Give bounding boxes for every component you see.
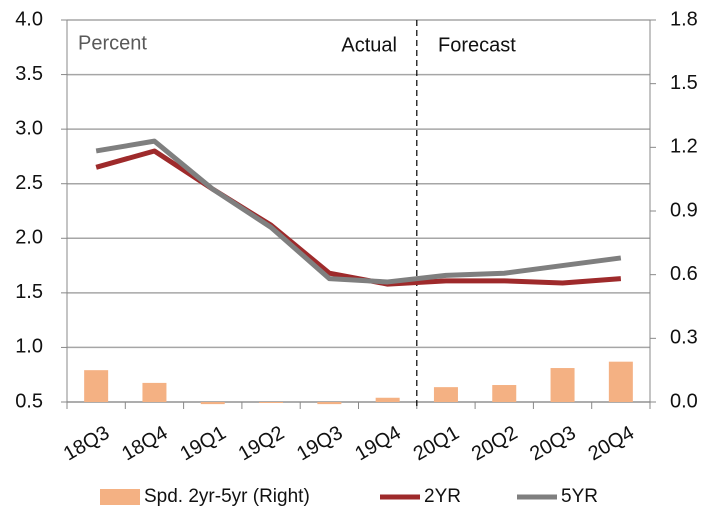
bar [550, 368, 575, 402]
y2-tick-label: 1.2 [670, 136, 698, 158]
bar [317, 402, 342, 405]
bar [259, 402, 284, 403]
line [95, 148, 622, 287]
y2-tick-label: 0.6 [670, 263, 698, 285]
x-tick-label: 18Q3 [60, 422, 113, 466]
y2-tick-label: 0.3 [670, 327, 698, 349]
y2-tick-label: 0.9 [670, 199, 698, 221]
actual-label: Actual [341, 34, 397, 56]
x-tick-label: 19Q4 [351, 422, 404, 466]
x-tick-label: 20Q4 [585, 422, 638, 466]
y2-tick-label: 1.8 [670, 8, 698, 30]
bar [84, 370, 109, 402]
x-tick-label: 20Q2 [468, 422, 521, 466]
bar [433, 387, 458, 402]
x-tick-label: 19Q3 [293, 422, 346, 466]
line [95, 138, 622, 285]
legend-label: Spd. 2yr-5yr (Right) [144, 486, 310, 507]
y-tick-label: 2.0 [15, 227, 43, 249]
y2-tick-label: 0.0 [670, 390, 698, 412]
x-tick-label: 19Q1 [177, 422, 230, 466]
y-tick-label: 0.5 [15, 390, 43, 412]
unit-label: Percent [78, 32, 147, 54]
y-tick-label: 1.5 [15, 281, 43, 303]
bar [608, 361, 633, 402]
y-tick-label: 1.0 [15, 336, 43, 358]
legend-label: 2YR [424, 486, 461, 507]
y-tick-label: 2.5 [15, 172, 43, 194]
y-tick-label: 3.5 [15, 63, 43, 85]
x-tick-label: 19Q2 [235, 422, 288, 466]
y-tick-label: 4.0 [15, 8, 43, 30]
bar [200, 402, 225, 405]
x-tick-label: 18Q4 [118, 422, 171, 466]
legend-label: 5YR [561, 486, 598, 507]
x-tick-label: 20Q3 [526, 422, 579, 466]
y-tick-label: 3.0 [15, 117, 43, 139]
legend-swatch [100, 489, 140, 505]
bar [375, 397, 400, 402]
bar [492, 385, 517, 402]
x-tick-label: 20Q1 [410, 422, 463, 466]
forecast-label: Forecast [438, 34, 516, 56]
y2-tick-label: 1.5 [670, 72, 698, 94]
bar [142, 382, 167, 402]
